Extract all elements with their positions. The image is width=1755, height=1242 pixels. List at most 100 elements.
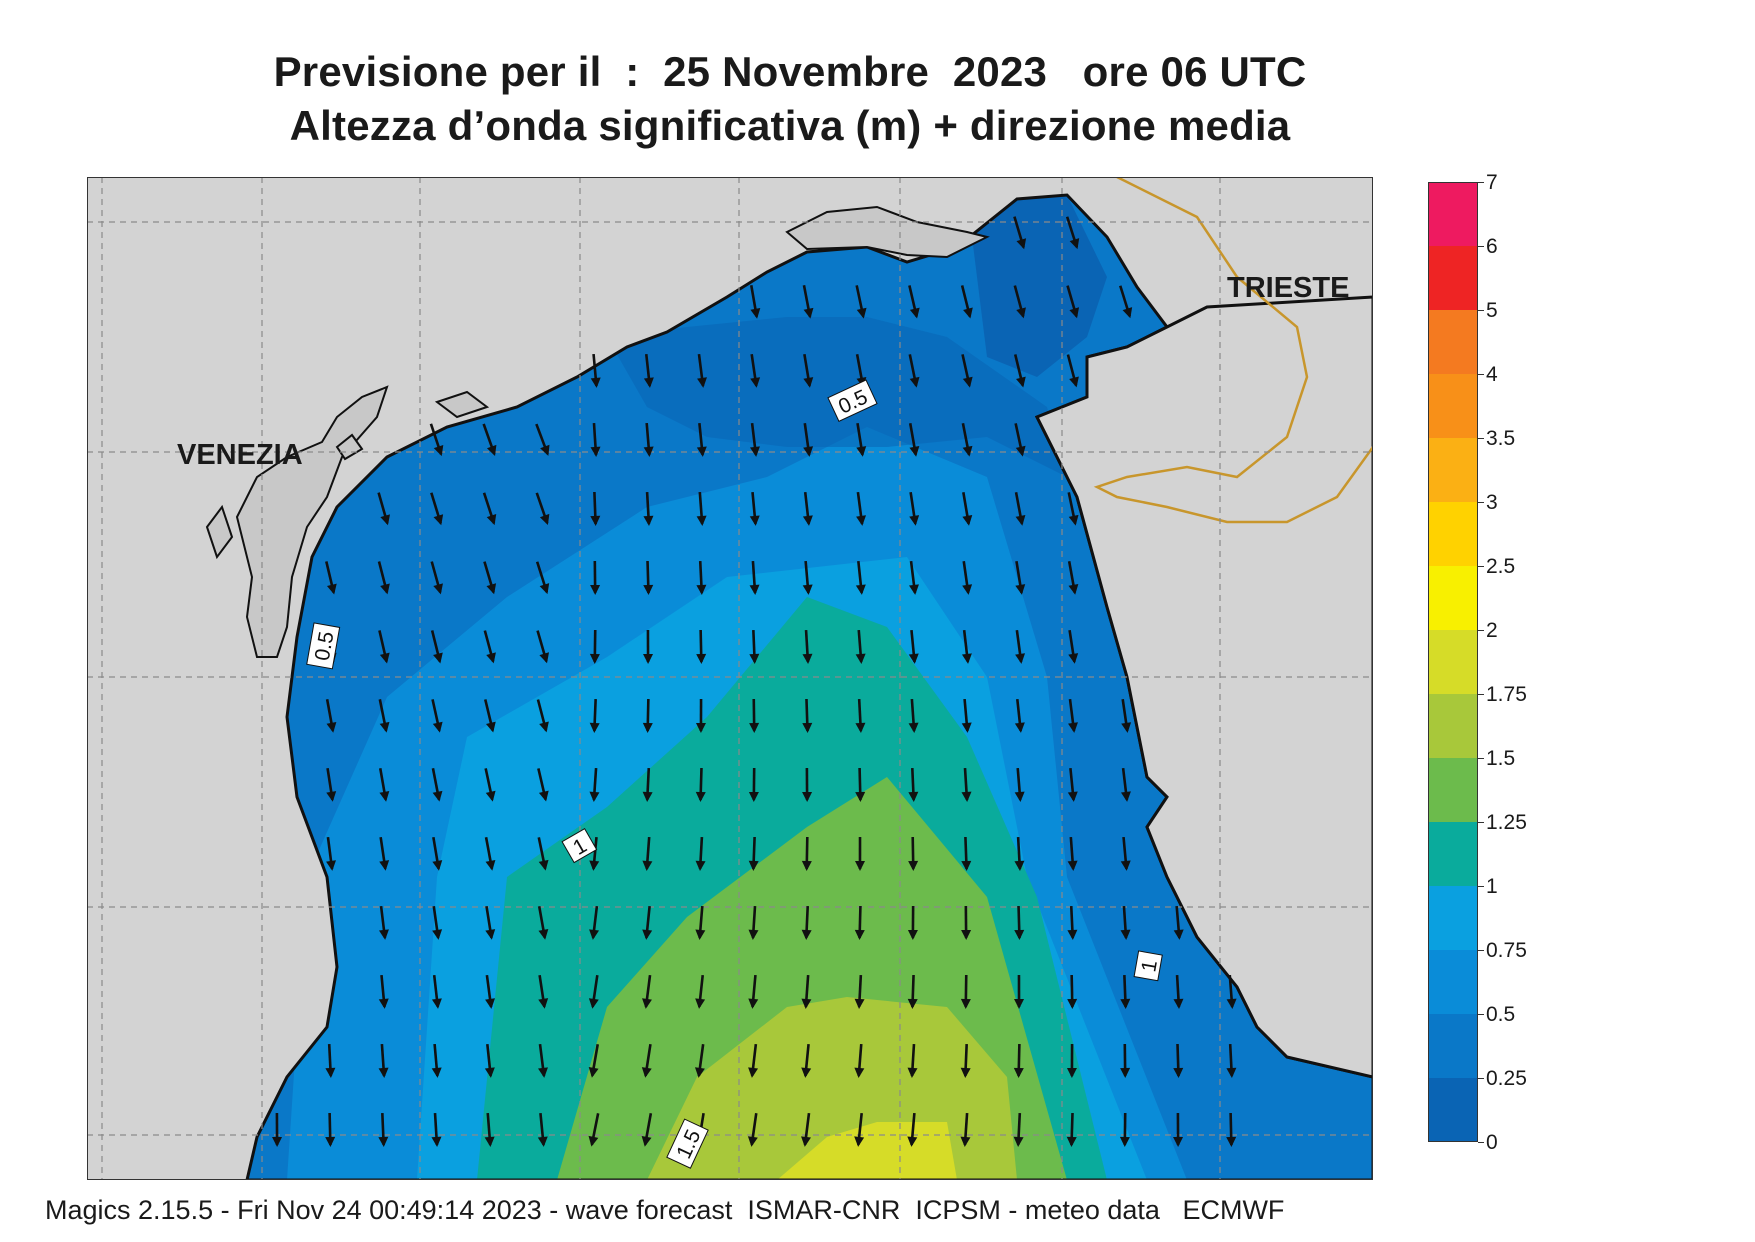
wave-arrow [854,1043,865,1078]
legend-tick [1478,374,1484,375]
wave-arrow [1173,1112,1184,1147]
wave-arrow [802,767,813,802]
wave-arrow [643,422,654,457]
wave-arrow [1226,1112,1237,1147]
wave-arrow [589,836,600,871]
legend-tick [1478,310,1484,311]
legend-label: 1.5 [1486,747,1516,770]
legend-swatch [1428,246,1478,310]
wave-arrow [1067,492,1079,526]
wave-arrow [431,768,443,802]
contour-label-c: 1 [561,828,598,864]
wave-arrow [1120,974,1131,1009]
wave-arrow [803,422,814,457]
legend-tick [1478,630,1484,631]
wave-arrow [695,698,706,733]
wave-arrow [1013,216,1027,250]
wave-arrow [803,354,814,388]
wave-arrow [484,768,496,802]
wave-arrow [535,423,550,456]
wave-arrow [1173,974,1184,1009]
wave-arrow [642,836,653,871]
wave-arrow [1014,767,1025,802]
legend-label: 0 [1486,1131,1498,1154]
wave-arrow [960,1112,971,1147]
wave-arrow [802,560,813,595]
wave-arrow [379,836,390,871]
legend-tick [1478,438,1484,439]
map-border [87,177,1373,1180]
legend-tick [1478,246,1484,247]
wave-arrow [909,491,920,526]
wave-direction-arrows [272,216,1237,1147]
wave-arrow [484,837,496,871]
wave-arrow [1015,560,1026,595]
wave-arrow [801,905,812,940]
forecast-date-title: Previsione per il : 25 Novembre 2023 ore… [273,48,1307,95]
wave-arrow [962,492,973,526]
contour-label-b: 0.5 [306,622,341,670]
wave-arrow [588,1113,600,1147]
wave-arrow [590,560,601,595]
legend-swatch [1428,310,1478,374]
wave-arrow [854,836,865,871]
wave-arrow [855,698,866,733]
wave-arrow [643,629,654,664]
legend-label: 0.5 [1486,1003,1516,1026]
legend-swatch [1428,822,1478,886]
legend-swatch [1428,182,1478,246]
wave-arrow [537,768,549,802]
legend-tick [1478,758,1484,759]
legend-swatch [1428,1014,1478,1078]
wave-arrow [325,699,337,733]
wave-arrow [696,491,707,526]
wave-arrow [749,629,760,664]
wave-arrow [749,285,761,319]
wave-arrow [537,906,549,940]
wave-arrow [908,698,919,733]
wave-arrow [907,1112,918,1147]
wave-arrow [272,1112,283,1147]
wave-arrow [642,905,653,940]
legend-label: 3.5 [1486,427,1516,450]
wave-arrow [1065,216,1080,250]
wave-arrow [960,1043,971,1078]
wave-arrow [909,560,919,595]
footer-credits: Magics 2.15.5 - Fri Nov 24 00:49:14 2023… [45,1195,1285,1225]
legend-label: 0.25 [1486,1067,1527,1090]
wave-arrow [856,491,866,526]
wave-arrow [643,560,654,595]
wave-arrow [961,698,972,733]
wave-arrow [961,767,972,802]
wave-arrow [1067,974,1078,1009]
wave-arrow [325,561,337,595]
wave-arrow [430,630,443,664]
wave-arrow [908,767,919,802]
wave-arrow [589,698,600,733]
contour-label-d: 1 [1133,950,1163,982]
wave-arrow [801,1112,811,1147]
wave-arrow [641,1043,652,1078]
wave-arrow [485,905,496,940]
wave-arrow [589,905,600,940]
wave-arrow [961,423,973,457]
wave-arrow [907,974,918,1009]
legend-label: 2.5 [1486,555,1516,578]
lagoon-islands [205,385,490,658]
wave-arrow [1068,629,1079,664]
wave-arrow [643,353,654,388]
wave-arrow [642,974,652,1009]
wave-arrow [1173,1043,1184,1078]
wave-arrow [856,422,867,457]
wave-arrow [802,698,813,733]
wave-arrow [430,561,443,595]
wave-arrow [694,1043,705,1078]
legend-label: 1 [1486,875,1498,898]
wave-arrow [378,768,390,802]
wave-arrow [1173,905,1184,940]
wave-arrow [801,1043,812,1078]
wave-arrow [484,1043,495,1078]
wave-arrow [1119,285,1133,319]
wave-arrow [961,905,972,940]
legend-tick [1478,950,1484,951]
